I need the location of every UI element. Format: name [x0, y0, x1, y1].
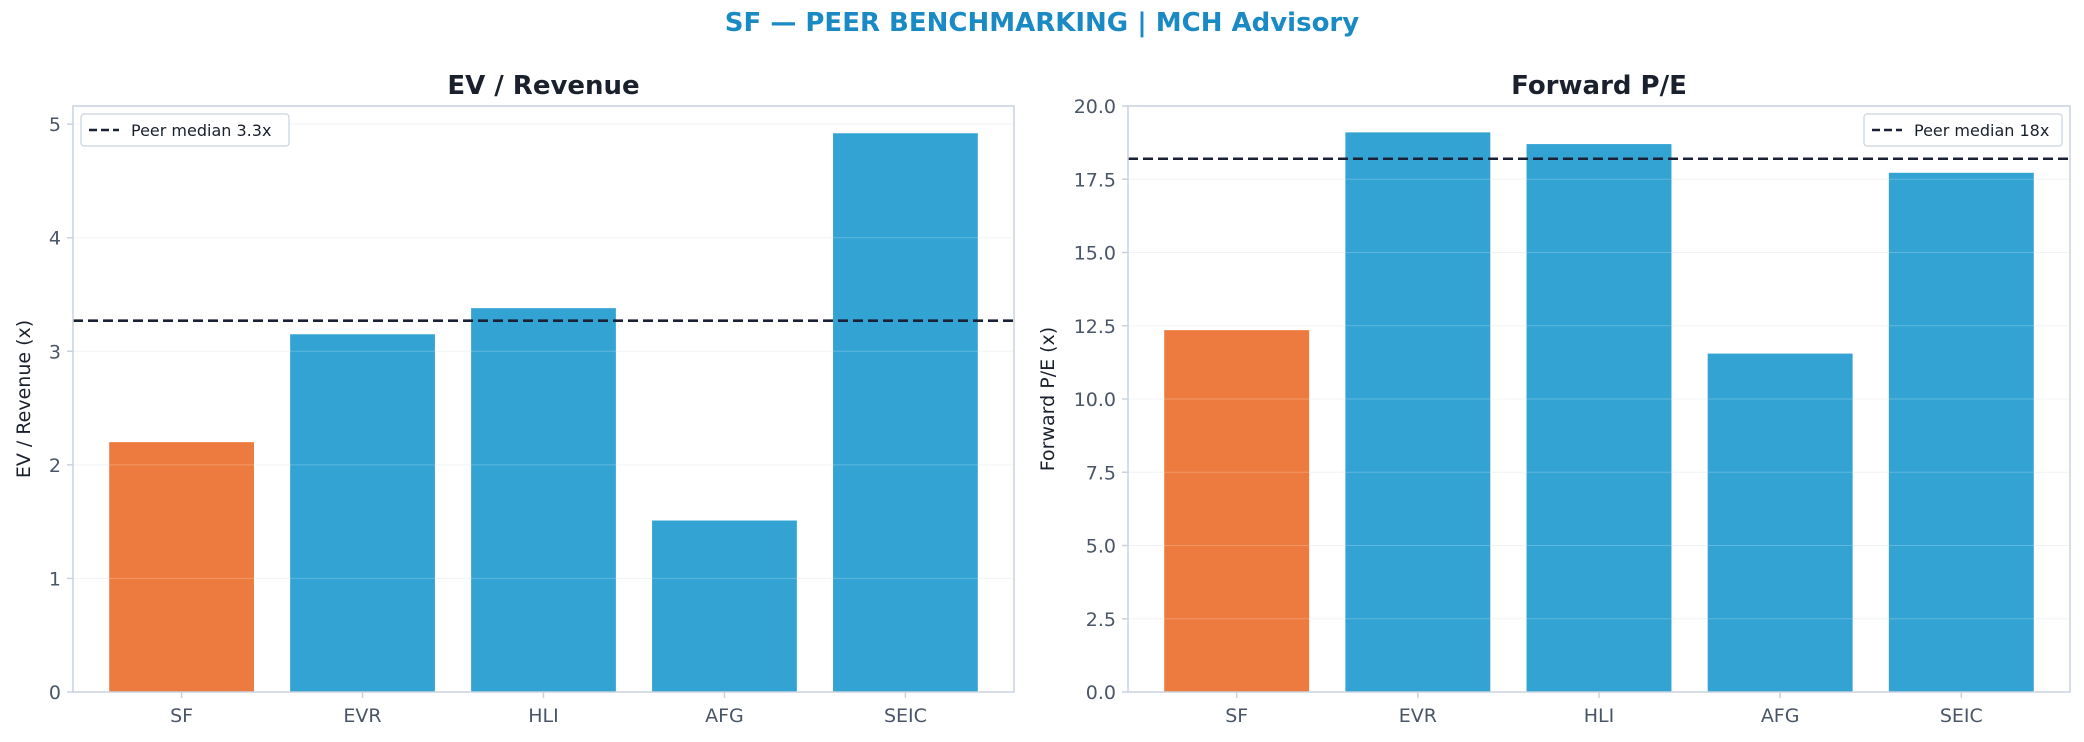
plot-frame	[72, 105, 1015, 693]
y-tick-label: 4	[49, 228, 61, 250]
chart-panel-1: SF EVR HLI AFG SEIC 0 1 2 3 4 5 EV / Revenue EV / Re…	[13, 71, 1015, 727]
x-tick-label: AFG	[1761, 705, 1800, 727]
x-tick-label: AFG	[705, 705, 744, 727]
legend-box	[1863, 113, 2063, 147]
x-tick-label: EVR	[1399, 705, 1437, 727]
legend-label: Peer median 18x	[1914, 121, 2049, 140]
x-tick-label: HLI	[1584, 705, 1614, 727]
x-tick-label: SEIC	[884, 705, 927, 727]
panel-title: Forward P/E	[1511, 71, 1687, 101]
legend-label: Peer median 3.3x	[131, 121, 271, 140]
legend: Peer median 18x	[1863, 113, 2063, 147]
bar-seic	[1888, 172, 2034, 692]
bar-seic	[833, 133, 978, 693]
bar-hli	[1526, 144, 1672, 693]
y-tick-label: 20.0	[1074, 96, 1116, 118]
y-tick-label: 0.0	[1086, 682, 1116, 704]
bar-sf	[1164, 330, 1310, 692]
x-tick-label: EVR	[343, 705, 381, 727]
y-tick-label: 5	[49, 114, 61, 136]
bar-sf	[109, 442, 254, 692]
x-tick-label: SF	[1225, 705, 1248, 727]
y-tick-label: 2	[49, 455, 61, 477]
y-tick-label: 0	[49, 682, 61, 704]
bar-evr	[290, 334, 435, 692]
legend-box	[80, 113, 290, 147]
y-tick-label: 10.0	[1074, 389, 1116, 411]
bar-hli	[471, 308, 616, 692]
chart-panel-2: SF EVR HLI AFG SEIC 0.0 2.5 5.0 7.5 10.0 12.5 15.0 1…	[1037, 71, 2071, 727]
x-tick-label: HLI	[528, 705, 558, 727]
y-tick-label: 1	[49, 568, 61, 590]
x-tick-label: SEIC	[1940, 705, 1983, 727]
bar-afg	[652, 520, 797, 692]
y-tick-label: 5.0	[1086, 536, 1116, 558]
y-tick-label: 2.5	[1086, 609, 1116, 631]
y-tick-label: 7.5	[1086, 462, 1116, 484]
y-tick-label: 17.5	[1074, 169, 1116, 191]
y-axis-title: Forward P/E (x)	[1037, 327, 1059, 471]
legend: Peer median 3.3x	[80, 113, 290, 147]
y-tick-label: 15.0	[1074, 243, 1116, 265]
y-tick-label: 12.5	[1074, 316, 1116, 338]
plot-frame	[1127, 105, 2071, 693]
x-tick-label: SF	[170, 705, 193, 727]
bar-evr	[1345, 132, 1491, 692]
y-tick-label: 3	[49, 341, 61, 363]
bar-afg	[1707, 353, 1853, 692]
panel-title: EV / Revenue	[447, 71, 639, 101]
figure-title: SF — PEER BENCHMARKING | MCH Advisory	[724, 8, 1360, 38]
y-axis-title: EV / Revenue (x)	[13, 320, 35, 478]
